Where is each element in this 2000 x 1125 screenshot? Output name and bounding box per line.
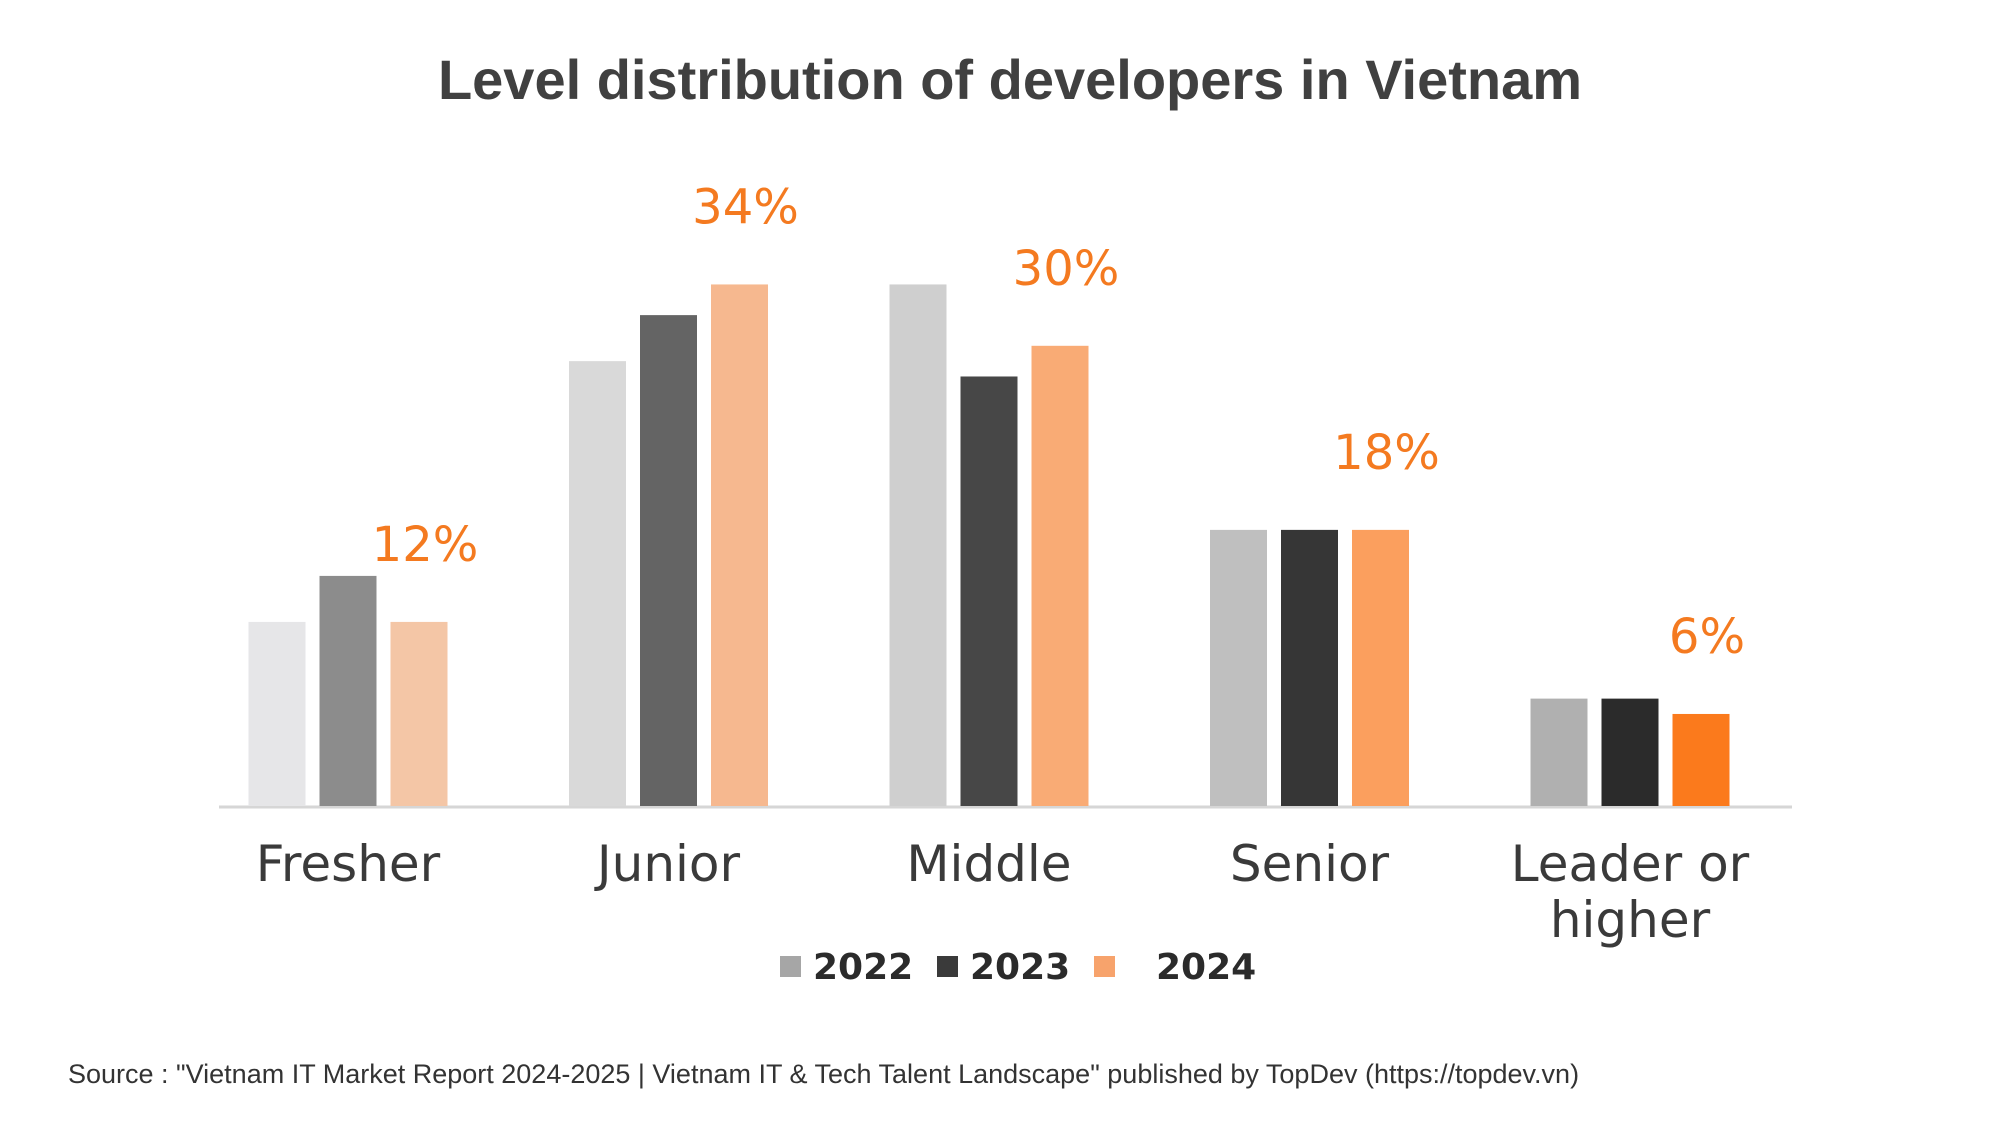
bar	[319, 575, 377, 806]
value-label: 18%	[1333, 425, 1440, 481]
bar	[1672, 713, 1730, 806]
value-label: 12%	[372, 517, 479, 573]
value-label: 6%	[1669, 609, 1745, 665]
bar	[1210, 529, 1267, 806]
bar	[1281, 529, 1338, 806]
bar	[1601, 698, 1659, 806]
bar	[1031, 345, 1089, 806]
bar	[248, 621, 306, 806]
legend-swatch	[1094, 956, 1115, 977]
legend-label: 2024	[1156, 947, 1256, 988]
x-tick-label: Junior	[596, 835, 741, 893]
bar	[640, 315, 697, 806]
legend-label: 2022	[813, 947, 913, 988]
value-label: 30%	[1013, 241, 1120, 297]
bar	[889, 284, 947, 806]
legend-swatch	[780, 956, 801, 977]
bar	[390, 621, 448, 806]
bar	[1352, 529, 1409, 806]
legend-swatch	[937, 956, 958, 977]
x-tick-label: Fresher	[255, 835, 441, 893]
bar	[1530, 698, 1588, 806]
bar	[711, 284, 768, 806]
source: Source : "Vietnam IT Market Report 2024-…	[68, 1059, 1579, 1089]
x-tick-label: Senior	[1229, 835, 1390, 893]
bar	[960, 376, 1018, 806]
legend-label: 2023	[970, 947, 1070, 988]
value-label: 34%	[692, 179, 799, 235]
x-tick-label: Middle	[906, 835, 1072, 893]
x-tick-label: Leader or higher	[1510, 835, 1750, 949]
bar	[569, 361, 626, 806]
chart-title: Level distribution of developers in Viet…	[438, 48, 1582, 111]
